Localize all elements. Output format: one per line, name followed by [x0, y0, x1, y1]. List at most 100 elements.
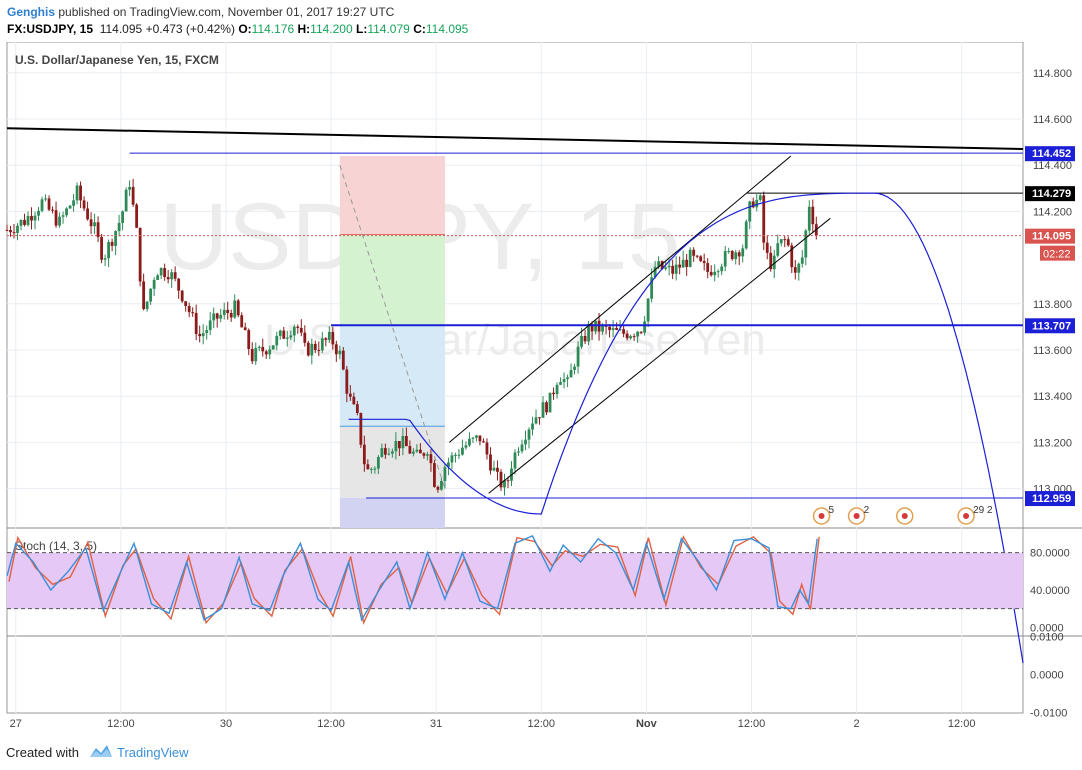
candle-body [538, 417, 541, 419]
price-tick-label: 113.400 [1033, 391, 1072, 403]
projection-dashed-line [339, 165, 446, 489]
candle-body [772, 255, 776, 270]
candle-body [306, 342, 310, 356]
candle-body [121, 211, 125, 223]
countdown-text: 02:22 [1043, 249, 1071, 261]
candle-body [702, 261, 706, 264]
stochastic-pane: Stoch (14, 3, 5) 80.0000 40.0000 0.0000 [6, 534, 1070, 634]
event-count: 5 [829, 505, 835, 516]
price-tick-label: 114.800 [1033, 68, 1072, 80]
candle-body [590, 323, 594, 332]
candle-body [324, 338, 328, 340]
candle-body [152, 279, 156, 289]
candle-body [632, 336, 636, 338]
candle-body [622, 329, 626, 334]
last-price: 114.095 [99, 22, 143, 36]
candle-body [19, 219, 23, 226]
long-trendline[interactable] [6, 127, 1024, 151]
candle-body [650, 277, 654, 299]
candle-body [103, 258, 107, 260]
publish-header: Genghis published on TradingView.com, No… [0, 0, 1082, 42]
time-tick-label: Nov [636, 718, 658, 730]
channel-lower-line[interactable] [488, 217, 831, 494]
candle-body [254, 348, 258, 362]
candle-body [713, 271, 717, 276]
candle-body [107, 241, 110, 259]
time-tick-label: 12:00 [738, 718, 766, 730]
candle-body [261, 346, 265, 352]
event-dot-icon [963, 513, 970, 519]
price-label-text: 113.707 [1032, 320, 1071, 332]
published-text: published on TradingView.com, November 0… [58, 5, 395, 19]
stoch-k-line [6, 534, 818, 622]
candle-body [373, 468, 377, 470]
candle-body [219, 314, 223, 319]
candle-body [440, 480, 443, 490]
candle-body [30, 215, 33, 221]
candle-body [555, 384, 559, 395]
candle-body [443, 466, 447, 481]
candle-body [345, 369, 349, 394]
candle-body [68, 205, 72, 209]
candle-body [317, 349, 321, 351]
candle-body [170, 272, 174, 280]
candle-body [804, 230, 808, 258]
projection-curve[interactable] [348, 192, 1024, 664]
price-tick-label: 113.200 [1033, 437, 1072, 449]
candle-body [639, 331, 643, 333]
candle-body [114, 231, 118, 246]
candle-body [489, 454, 492, 471]
high-value: 114.200 [310, 22, 353, 36]
candle-body [741, 248, 745, 257]
candle-body [513, 452, 517, 469]
candle-body [156, 275, 160, 280]
candle-body [243, 327, 247, 331]
candle-body [194, 312, 198, 334]
price-label-badge [1025, 186, 1075, 202]
candle-body [520, 444, 524, 452]
candle-body [797, 263, 801, 273]
candle-body [790, 245, 794, 268]
candle-body [205, 330, 209, 334]
candle-body [380, 448, 384, 457]
candle-body [93, 222, 96, 227]
candle-body [229, 313, 233, 318]
candle-body [338, 350, 342, 355]
candle-body [247, 330, 251, 350]
price-tick-label: 113.800 [1033, 299, 1072, 311]
time-tick-label: 31 [430, 718, 442, 730]
candle-body [401, 436, 405, 449]
candle-body [580, 335, 583, 347]
tradingview-link[interactable]: TradingView [117, 745, 189, 760]
candle-body [89, 219, 93, 227]
candle-body [685, 259, 689, 267]
candle-body [793, 267, 797, 273]
candle-body [667, 265, 671, 268]
price-label-badge [1025, 228, 1075, 244]
sub-pane-tick-label: -0.0100 [1030, 708, 1067, 720]
candle-body [12, 232, 16, 234]
candle-body [110, 241, 114, 246]
time-tick-label: 30 [220, 718, 232, 730]
candle-body [198, 333, 202, 337]
candle-body [26, 215, 30, 225]
candle-body [601, 324, 604, 332]
target-zone [339, 325, 445, 427]
candle-body [737, 252, 741, 257]
stoch-tick-label: 0.0000 [1030, 622, 1064, 634]
candle-body [142, 281, 146, 310]
channel-upper-line[interactable] [448, 155, 792, 443]
candle-body [534, 417, 538, 424]
candle-body [576, 346, 580, 367]
candle-body [422, 453, 426, 456]
candle-body [758, 195, 762, 200]
candle-body [173, 272, 177, 279]
candle-body [527, 429, 531, 440]
candle-body [226, 309, 230, 314]
candle-body [331, 331, 335, 345]
candle-body [643, 321, 647, 333]
candle-body [180, 290, 184, 302]
candle-body [184, 301, 188, 307]
author-name[interactable]: Genghis [7, 5, 56, 19]
